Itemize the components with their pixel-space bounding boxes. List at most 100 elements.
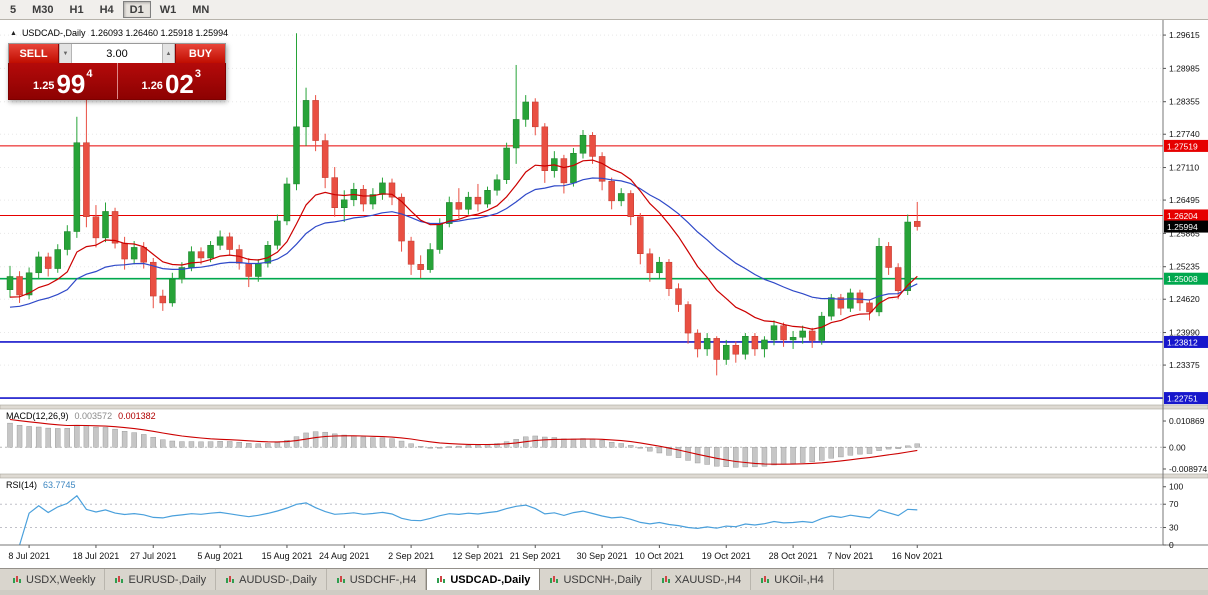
macd-indicator-label: MACD(12,26,9) 0.003572 0.001382: [6, 411, 156, 421]
candle-body: [751, 336, 759, 350]
price-axis-labels[interactable]: 1.29615 1.28985 1.28355 1.27740 1.27110 1.264…: [1163, 30, 1208, 550]
axis-label: 1.27740: [1169, 129, 1200, 139]
chart-tab-usdcad-daily[interactable]: USDCAD-,Daily: [426, 569, 541, 590]
macd-histogram-bar: [160, 439, 166, 448]
candle-body: [570, 153, 577, 184]
axis-label: 0: [1169, 540, 1174, 550]
macd-signal-value: 0.001382: [118, 411, 156, 421]
candle-body: [713, 338, 720, 360]
macd-histogram-bar: [895, 447, 901, 449]
chart-tab-ukoil-h4[interactable]: UKOil-,H4: [751, 569, 834, 590]
axis-label: 1.26204: [1167, 211, 1198, 221]
buy-button[interactable]: BUY: [175, 44, 225, 63]
candle-body: [847, 292, 854, 309]
macd-histogram-bar: [446, 446, 452, 448]
candle-body: [875, 246, 883, 313]
candle-body: [675, 288, 682, 305]
chart-tab-label: UKOil-,H4: [774, 573, 824, 586]
candle-body: [331, 177, 338, 208]
candlestick-chart-icon: [437, 575, 446, 583]
candle-body: [6, 276, 14, 290]
macd-histogram-bar: [293, 436, 300, 448]
axis-label: 1.22751: [1167, 394, 1198, 404]
frame-layer: [0, 20, 1208, 546]
axis-label: 0.00: [1169, 442, 1186, 452]
chart-canvas[interactable]: 1.296151.289851.283551.277401.271101.264…: [0, 20, 1208, 568]
candles-layer: [6, 33, 921, 376]
volume-increase-button[interactable]: ▲: [162, 44, 175, 63]
macd-histogram-bar: [647, 447, 653, 452]
candle-body: [885, 246, 892, 268]
timeframe-button-w1[interactable]: W1: [159, 4, 177, 16]
chart-window[interactable]: 1.29615 1.28985 1.28355 1.27740 1.27110 1.264…: [0, 20, 1208, 568]
candlestick-chart-icon: [13, 575, 21, 583]
macd-histogram-bar: [761, 447, 768, 467]
candle-body: [102, 211, 109, 239]
sell-price-display[interactable]: 1.25 99 4: [9, 63, 118, 99]
macd-histogram-bar: [246, 443, 252, 448]
candle-body: [856, 292, 864, 304]
candle-body: [436, 223, 443, 250]
candle-body: [684, 304, 692, 334]
chart-ohlc-header: ▲ USDCAD-,Daily 1.26093 1.26460 1.25918 …: [10, 28, 228, 38]
candle-body: [541, 126, 549, 171]
price-badges-layer: 1.27519 1.26204 1.25008 1.23812 1.22751 1.259…: [1164, 139, 1208, 405]
candlestick-chart-icon: [661, 575, 670, 583]
buy-price-display[interactable]: 1.26 02 3: [117, 63, 225, 99]
macd-histogram-bar: [7, 422, 13, 448]
macd-histogram-bar: [16, 425, 23, 448]
oneclick-toggle-icon[interactable]: ▲: [10, 29, 17, 37]
macd-histogram-bar: [437, 447, 443, 449]
macd-histogram-bar: [226, 441, 233, 448]
axis-label: 1.26495: [1169, 195, 1200, 205]
macd-histogram-bar: [589, 438, 596, 448]
candle-body: [159, 295, 167, 304]
axis-label: 7 Nov 2021: [827, 551, 873, 561]
macd-histogram-bar: [150, 437, 156, 448]
candlestick-chart-icon: [336, 575, 345, 583]
candle-body: [388, 182, 396, 198]
timeframe-button-d1[interactable]: D1: [122, 1, 151, 18]
timeframe-button-m30[interactable]: M30: [32, 4, 54, 16]
axis-label: 1.25008: [1167, 274, 1198, 284]
sell-button[interactable]: SELL: [9, 44, 59, 63]
chart-tab-xauusd-h4[interactable]: XAUUSD-,H4: [652, 569, 752, 590]
ema-fast-line: [9, 159, 918, 330]
candle-body: [130, 247, 138, 260]
axis-label: 1.23990: [1169, 328, 1200, 338]
volume-input[interactable]: [72, 44, 162, 63]
macd-histogram-bar: [351, 435, 357, 448]
pane-separator[interactable]: [0, 473, 1208, 479]
pane-separator[interactable]: [0, 404, 1208, 410]
candle-body: [283, 183, 291, 222]
macd-histogram-bar: [790, 447, 796, 464]
macd-histogram-bar: [102, 427, 109, 448]
macd-histogram-bar: [628, 445, 634, 448]
axis-label: 1.29615: [1169, 30, 1200, 40]
chart-tab-bar: USDX,Weekly EURUSD-,Daily AUDUSD-,Daily USD…: [0, 568, 1208, 590]
timeframe-button-5[interactable]: 5: [10, 4, 17, 16]
chart-tab-audusd-daily[interactable]: AUDUSD-,Daily: [216, 569, 327, 590]
macd-histogram-bar: [819, 447, 825, 461]
chart-tab-usdx-weekly[interactable]: USDX,Weekly: [3, 569, 106, 590]
axis-label: 5 Aug 2021: [197, 551, 243, 561]
candle-body: [780, 325, 787, 341]
volume-decrease-button[interactable]: ▼: [59, 44, 72, 63]
chart-tab-usdchf-h4[interactable]: USDCHF-,H4: [327, 569, 427, 590]
macd-histogram-bar: [64, 428, 71, 448]
time-axis-labels[interactable]: 8 Jul 2021 18 Jul 2021 27 Jul 2021 5 Aug 20…: [8, 545, 943, 561]
chart-tab-usdcnh-daily[interactable]: USDCNH-,Daily: [540, 569, 652, 590]
chart-tab-label: AUDUSD-,Daily: [239, 573, 317, 586]
macd-histogram-bar: [733, 447, 739, 468]
timeframe-button-mn[interactable]: MN: [192, 4, 210, 16]
candle-body: [398, 196, 405, 242]
timeframe-button-h4[interactable]: H4: [99, 4, 114, 16]
macd-histogram-bar: [809, 447, 815, 463]
timeframe-button-h1[interactable]: H1: [69, 4, 84, 16]
candle-body: [474, 196, 482, 205]
chart-tab-eurusd-daily[interactable]: EURUSD-,Daily: [105, 569, 217, 590]
rsi-pane-layer: [0, 494, 1163, 546]
macd-histogram-bar: [265, 443, 271, 448]
candle-body: [446, 202, 453, 224]
axis-label: 28 Oct 2021: [769, 551, 818, 561]
